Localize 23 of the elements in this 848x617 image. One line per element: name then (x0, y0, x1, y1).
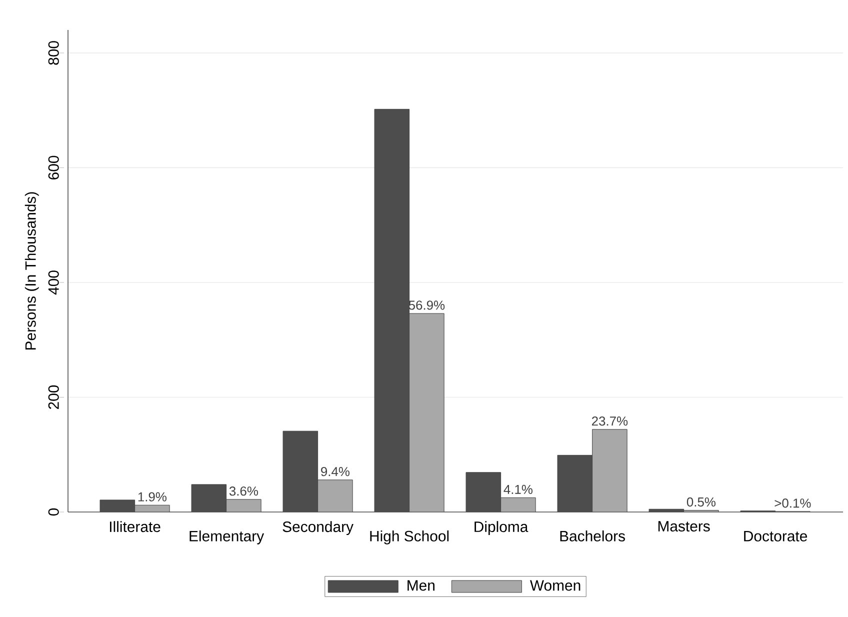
y-tick-label: 400 (48, 270, 59, 295)
annotation: 9.4% (321, 466, 350, 476)
x-tick-label: Doctorate (744, 530, 808, 542)
y-tick-label: 800 (48, 41, 59, 65)
x-tick-label: Illiterate (110, 521, 160, 532)
x-tick-label: Elementary (190, 530, 264, 544)
legend-label: Women (530, 580, 580, 591)
x-tick-label: Diploma (474, 521, 528, 536)
y-axis-title: Persons (In Thousands) (24, 192, 39, 350)
annotation: 0.5% (686, 497, 716, 507)
x-tick-label: Masters (658, 521, 710, 532)
y-tick-label: 600 (48, 156, 59, 180)
legend-label: Men (408, 580, 434, 591)
annotation: 4.1% (504, 484, 532, 494)
y-tick-label: 200 (48, 385, 59, 409)
y-tick-label: 0 (48, 508, 59, 516)
annotation: >0.1% (774, 498, 811, 508)
x-tick-label: High School (370, 530, 449, 544)
annotation: 23.7% (592, 416, 628, 426)
annotation: 1.9% (138, 492, 166, 502)
x-tick-label: Secondary (282, 521, 354, 536)
annotation: 3.6% (229, 486, 258, 496)
x-tick-label: Bachelors (560, 530, 625, 542)
